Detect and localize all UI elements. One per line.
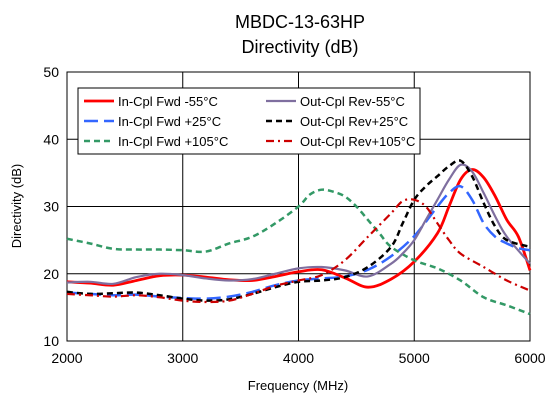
legend: In-Cpl Fwd -55°C In-Cpl Fwd +25°C In-Cpl F… — [77, 87, 421, 155]
legend-box — [77, 87, 421, 155]
legend-label-out-cpl-rev-25-c: Out-Cpl Rev+25°C — [300, 114, 408, 129]
chart-title: MBDC-13-63HP — [235, 12, 365, 32]
series-line-out-cpl-rev-105-c — [66, 198, 531, 304]
series-line-out-cpl-rev-25-c — [66, 159, 531, 302]
legend-label-in-cpl-fwd-55-c: In-Cpl Fwd -55°C — [118, 94, 218, 109]
x-tick-label: 2000 — [51, 350, 82, 366]
legend-entry: Out-Cpl Rev+25°C — [266, 114, 408, 129]
legend-label-in-cpl-fwd-25-c: In-Cpl Fwd +25°C — [118, 114, 221, 129]
x-tick-label: 3000 — [167, 350, 198, 366]
y-axis-ticks: 10 20 30 40 50 — [43, 64, 59, 349]
y-tick-label: 40 — [43, 131, 59, 147]
legend-label-in-cpl-fwd-105-c: In-Cpl Fwd +105°C — [118, 134, 228, 149]
y-tick-label: 20 — [43, 266, 59, 282]
y-tick-label: 10 — [43, 333, 59, 349]
y-axis-label: Directivity (dB) — [9, 164, 24, 249]
legend-entry: In-Cpl Fwd -55°C — [84, 94, 218, 109]
legend-entry: Out-Cpl Rev+105°C — [266, 134, 415, 149]
x-axis-label: Frequency (MHz) — [248, 378, 348, 393]
plot-area — [66, 71, 531, 342]
legend-entry: In-Cpl Fwd +105°C — [84, 134, 228, 149]
legend-label-out-cpl-rev-105-c: Out-Cpl Rev+105°C — [300, 134, 415, 149]
y-tick-label: 30 — [43, 199, 59, 215]
legend-entry: In-Cpl Fwd +25°C — [84, 114, 221, 129]
series-layer — [66, 159, 532, 316]
series-line-in-cpl-fwd-105-c — [66, 188, 531, 316]
x-axis-ticks: 2000 3000 4000 5000 6000 — [51, 350, 545, 366]
chart-subtitle: Directivity (dB) — [241, 37, 358, 57]
x-tick-label: 5000 — [399, 350, 430, 366]
legend-entry: Out-Cpl Rev-55°C — [266, 94, 405, 109]
x-tick-label: 4000 — [283, 350, 314, 366]
y-tick-label: 50 — [43, 64, 59, 80]
x-tick-label: 6000 — [514, 350, 545, 366]
legend-label-out-cpl-rev-55-c: Out-Cpl Rev-55°C — [300, 94, 405, 109]
